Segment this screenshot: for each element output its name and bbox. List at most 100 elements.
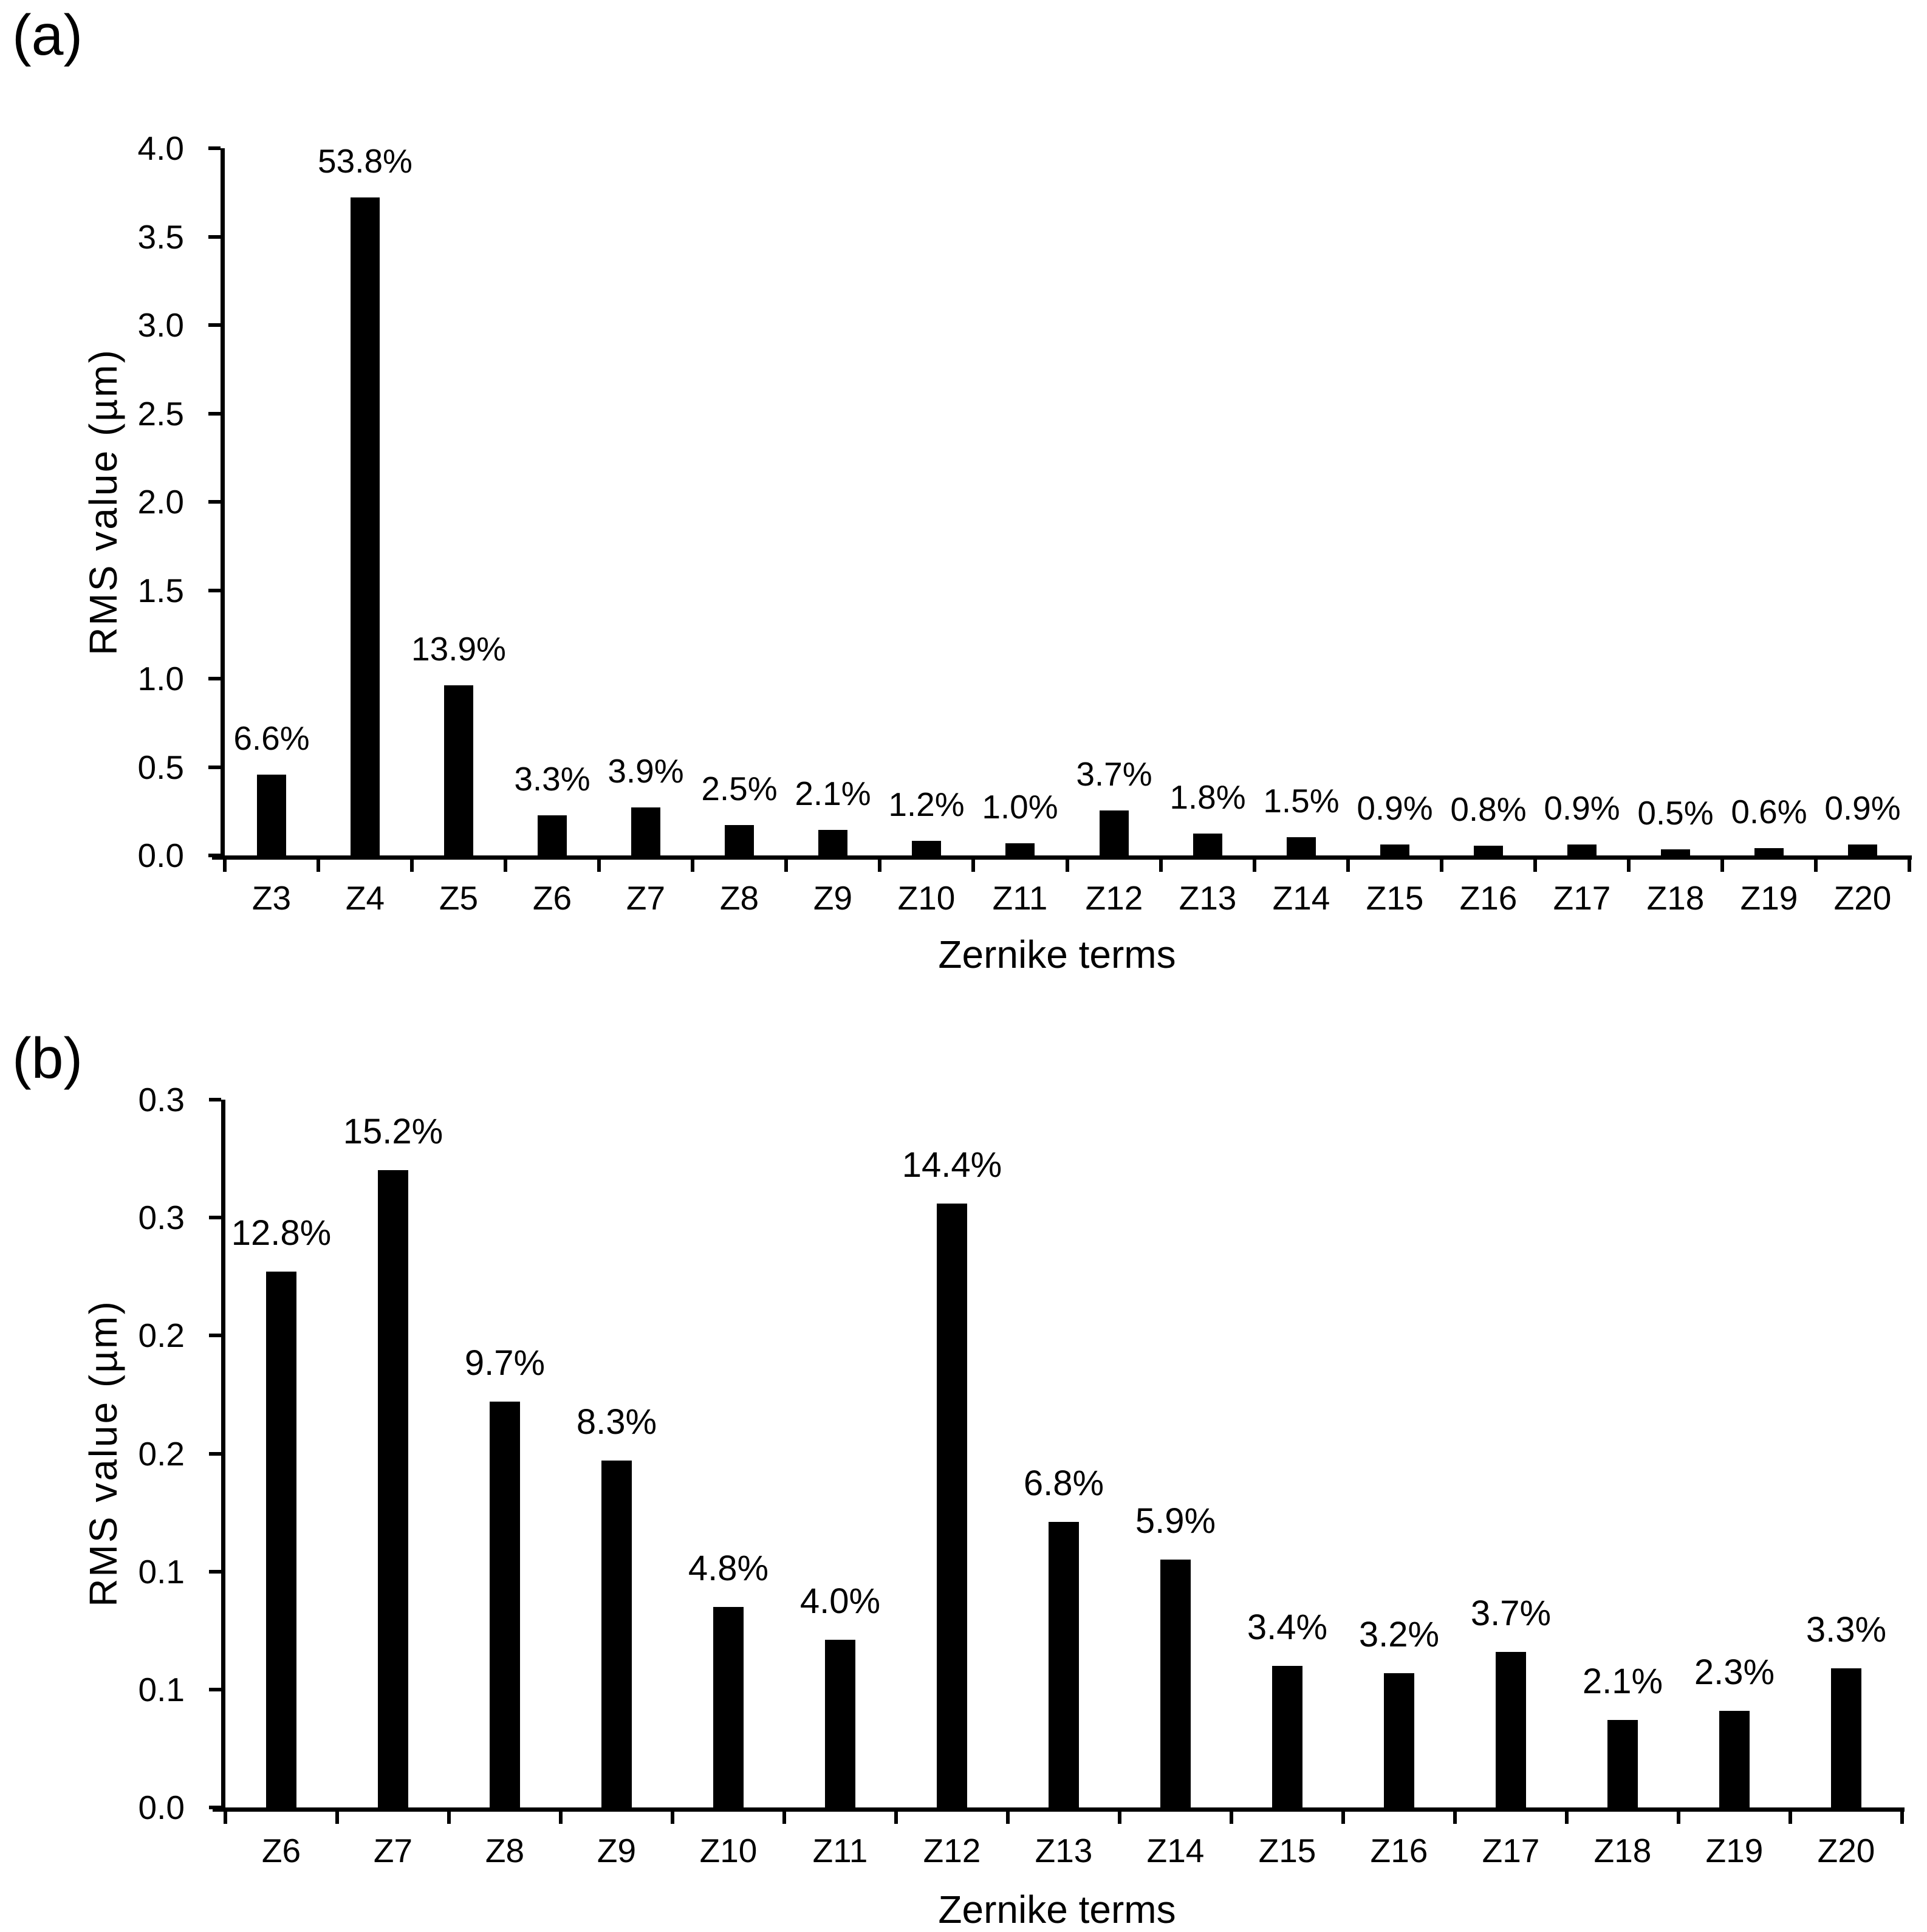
y-tick-label: 2.5 <box>137 395 184 433</box>
y-tick-label: 0.5 <box>137 748 184 786</box>
bar-value-label-z11: 4.0% <box>799 1581 881 1621</box>
x-category-label-z12: Z12 <box>923 1832 981 1869</box>
panel-label-a: (a) <box>12 3 83 67</box>
bar-z20 <box>1848 844 1877 855</box>
y-tick-mark <box>209 1806 221 1809</box>
bar-value-label-z12: 14.4% <box>902 1145 1002 1185</box>
x-tick-mark <box>504 860 507 872</box>
bar-value-label-z17: 0.9% <box>1544 789 1620 827</box>
bar-value-label-z19: 2.3% <box>1694 1653 1775 1692</box>
bar-z19 <box>1719 1711 1750 1807</box>
bar-z13 <box>1049 1522 1079 1807</box>
bar-value-label-z11: 1.0% <box>982 788 1058 826</box>
y-tick-label: 0.0 <box>138 1789 185 1826</box>
x-tick-mark <box>1346 860 1350 872</box>
x-tick-mark <box>1720 860 1724 872</box>
y-tick-label: 1.5 <box>137 572 184 609</box>
bar-value-label-z19: 0.6% <box>1731 793 1807 831</box>
x-category-label-z6: Z6 <box>261 1832 301 1869</box>
bar-z8 <box>725 825 754 855</box>
bar-z17 <box>1496 1652 1526 1807</box>
x-tick-mark <box>1006 1812 1010 1824</box>
panel-label-b: (b) <box>12 1026 83 1091</box>
bar-z17 <box>1567 844 1597 855</box>
x-category-label-z10: Z10 <box>897 879 956 917</box>
bar-value-label-z17: 3.7% <box>1470 1594 1552 1633</box>
bar-z14 <box>1160 1560 1191 1807</box>
y-tick-mark <box>208 500 221 504</box>
bar-value-label-z8: 2.5% <box>701 770 778 807</box>
bar-value-label-z18: 2.1% <box>1582 1662 1663 1701</box>
x-tick-mark <box>1440 860 1443 872</box>
y-tick-label: 4.0 <box>137 129 184 167</box>
y-tick-mark <box>209 1334 221 1337</box>
bar-value-label-z13: 1.8% <box>1169 778 1246 816</box>
y-axis-line <box>221 148 225 860</box>
bar-z6 <box>538 815 567 855</box>
y-tick-mark <box>209 1688 221 1691</box>
bar-value-label-z9: 8.3% <box>576 1402 657 1442</box>
bar-value-label-z6: 12.8% <box>231 1213 332 1253</box>
bar-value-label-z20: 3.3% <box>1805 1610 1887 1649</box>
x-tick-mark <box>1900 1812 1904 1824</box>
x-tick-mark <box>1341 1812 1345 1824</box>
bar-z10 <box>713 1607 744 1807</box>
bar-value-label-z16: 3.2% <box>1358 1615 1440 1654</box>
x-category-label-z4: Z4 <box>345 879 385 917</box>
x-tick-mark <box>559 1812 563 1824</box>
bar-value-label-z9: 2.1% <box>795 775 871 812</box>
x-category-label-z9: Z9 <box>597 1832 637 1869</box>
x-tick-mark <box>1814 860 1818 872</box>
x-tick-mark <box>1253 860 1256 872</box>
x-category-label-z17: Z17 <box>1553 879 1611 917</box>
bar-value-label-z20: 0.9% <box>1824 789 1901 827</box>
bar-z20 <box>1831 1668 1861 1807</box>
x-axis-line <box>213 1807 1905 1812</box>
bar-z16 <box>1384 1673 1414 1807</box>
bar-value-label-z14: 1.5% <box>1263 782 1340 820</box>
x-tick-mark <box>1066 860 1069 872</box>
x-category-label-z11: Z11 <box>992 879 1048 917</box>
x-category-label-z5: Z5 <box>439 879 479 917</box>
bar-z6 <box>266 1272 296 1807</box>
y-tick-label: 3.0 <box>137 306 184 344</box>
y-tick-mark <box>208 854 221 857</box>
x-category-label-z16: Z16 <box>1370 1832 1428 1869</box>
x-category-label-z6: Z6 <box>532 879 572 917</box>
bar-z11 <box>1005 843 1035 855</box>
x-tick-mark <box>317 860 320 872</box>
x-category-label-z14: Z14 <box>1146 1832 1205 1869</box>
bar-value-label-z15: 3.4% <box>1247 1608 1328 1647</box>
x-category-label-z3: Z3 <box>252 879 292 917</box>
bar-value-label-z6: 3.3% <box>514 760 590 798</box>
x-tick-mark <box>410 860 414 872</box>
bar-z19 <box>1754 848 1784 855</box>
y-tick-label: 3.5 <box>137 218 184 256</box>
x-tick-mark <box>784 860 788 872</box>
bar-z3 <box>257 775 286 855</box>
x-category-label-z16: Z16 <box>1459 879 1518 917</box>
y-tick-mark <box>209 1098 221 1101</box>
x-category-label-z15: Z15 <box>1366 879 1424 917</box>
bar-z7 <box>631 807 660 855</box>
bar-z5 <box>444 685 473 855</box>
x-tick-mark <box>1118 1812 1121 1824</box>
x-category-label-z12: Z12 <box>1085 879 1143 917</box>
x-category-label-z13: Z13 <box>1179 879 1237 917</box>
y-axis-line <box>221 1100 225 1812</box>
y-tick-label: 0.1 <box>138 1553 185 1591</box>
bar-z14 <box>1287 837 1316 855</box>
bar-value-label-z18: 0.5% <box>1637 794 1714 832</box>
x-category-label-z13: Z13 <box>1035 1832 1093 1869</box>
y-tick-mark <box>209 1216 221 1219</box>
x-tick-mark <box>597 860 601 872</box>
y-tick-mark <box>209 1452 221 1456</box>
x-tick-mark <box>1788 1812 1792 1824</box>
y-tick-mark <box>208 766 221 769</box>
bar-value-label-z7: 15.2% <box>343 1112 443 1151</box>
x-category-label-z8: Z8 <box>485 1832 525 1869</box>
y-tick-label: 0.2 <box>138 1317 185 1354</box>
bar-z16 <box>1474 846 1503 855</box>
x-category-label-z7: Z7 <box>373 1832 413 1869</box>
